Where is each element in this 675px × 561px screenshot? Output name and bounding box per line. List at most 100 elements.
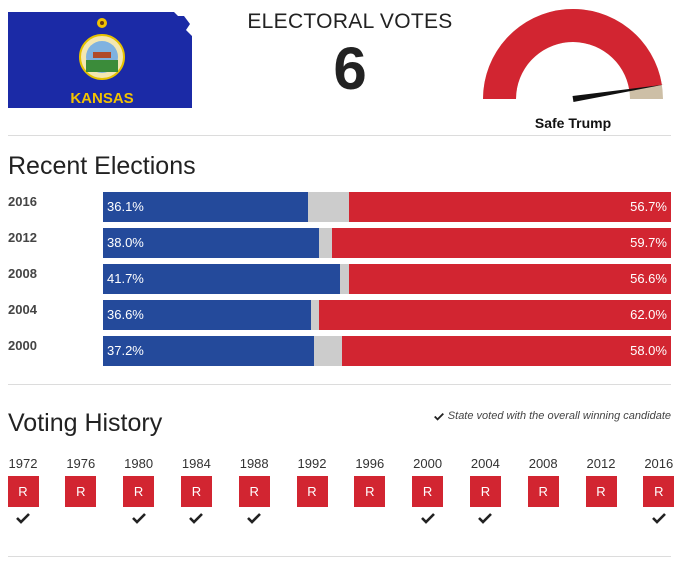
check-icon: [433, 412, 444, 421]
democrat-bar-segment: 41.7%: [103, 264, 340, 294]
election-row: 2016 36.1% 56.7%: [0, 192, 675, 222]
check-icon: [651, 513, 666, 524]
republican-percent: 59.7%: [630, 235, 667, 250]
history-year: 1976: [66, 456, 96, 471]
party-badge: R: [412, 476, 444, 507]
election-year: 2008: [8, 266, 37, 281]
gauge-needle-icon: [572, 84, 664, 102]
republican-percent: 56.7%: [630, 199, 667, 214]
election-row: 2000 37.2% 58.0%: [0, 336, 675, 366]
history-year-item: 1992 R: [295, 456, 329, 507]
other-bar-segment: [318, 228, 332, 258]
history-year: 2012: [586, 456, 616, 471]
ev-count: 6: [333, 35, 367, 102]
ev-title: ELECTORAL VOTES: [247, 10, 453, 33]
republican-bar-segment: 56.7%: [348, 192, 671, 222]
election-year: 2012: [8, 230, 37, 245]
party-badge: R: [585, 476, 617, 507]
history-year-item: 1996 R: [353, 456, 387, 507]
electoral-votes-block: ELECTORAL VOTES 6: [230, 10, 470, 102]
gauge-fill-arc: [483, 9, 662, 100]
party-badge: R: [65, 476, 97, 507]
divider: [8, 135, 671, 136]
republican-bar-segment: 58.0%: [341, 336, 671, 366]
republican-bar-segment: 59.7%: [331, 228, 671, 258]
history-note-text: State voted with the overall winning can…: [447, 410, 671, 422]
democrat-percent: 37.2%: [107, 343, 144, 358]
election-bar: 36.1% 56.7%: [103, 192, 671, 222]
rating-gauge: [483, 9, 664, 102]
check-icon: [16, 513, 30, 524]
party-badge: R: [180, 476, 212, 507]
election-year: 2004: [8, 302, 37, 317]
other-bar-segment: [308, 192, 349, 222]
check-icon: [131, 513, 146, 524]
party-badge: R: [7, 476, 39, 507]
party-badge: R: [469, 476, 501, 507]
history-year-item: 2000 R: [411, 456, 445, 524]
history-year-item: 1984 R: [179, 456, 213, 524]
democrat-percent: 36.6%: [107, 307, 144, 322]
party-badge: R: [354, 476, 386, 507]
recent-elections-title: Recent Elections: [8, 152, 196, 180]
election-row: 2004 36.6% 62.0%: [0, 300, 675, 330]
democrat-bar-segment: 36.6%: [103, 300, 311, 330]
history-year-item: 2012 R: [584, 456, 618, 507]
history-year: 2016: [644, 456, 674, 471]
election-bar: 37.2% 58.0%: [103, 336, 671, 366]
flag-text: KANSAS: [70, 90, 133, 107]
election-year: 2000: [8, 338, 37, 353]
republican-percent: 58.0%: [630, 343, 667, 358]
check-icon: [189, 513, 204, 524]
election-bar: 36.6% 62.0%: [103, 300, 671, 330]
republican-percent: 62.0%: [630, 307, 667, 322]
check-icon: [247, 513, 262, 524]
divider: [8, 384, 671, 385]
democrat-percent: 38.0%: [107, 235, 144, 250]
history-year: 2000: [413, 456, 443, 471]
democrat-bar-segment: 36.1%: [103, 192, 309, 222]
history-year-item: 1980 R: [122, 456, 156, 524]
election-row: 2012 38.0% 59.7%: [0, 228, 675, 258]
history-year-item: 2016 R: [642, 456, 675, 524]
republican-bar-segment: 56.6%: [349, 264, 671, 294]
other-bar-segment: [314, 336, 342, 366]
history-year: 1972: [8, 456, 38, 471]
rating-label: Safe Trump: [534, 115, 612, 131]
election-bar: 41.7% 56.6%: [103, 264, 671, 294]
history-year: 1996: [355, 456, 385, 471]
check-icon: [420, 513, 435, 524]
history-note: State voted with the overall winning can…: [433, 410, 671, 422]
democrat-bar-segment: 37.2%: [103, 336, 315, 366]
header: KANSAS ELECTORAL VOTES 6 Safe Trump: [0, 0, 675, 135]
history-year-item: 1976 R: [64, 456, 98, 507]
history-year: 1980: [124, 456, 154, 471]
history-year-item: 2004 R: [468, 456, 502, 524]
democrat-bar-segment: 38.0%: [103, 228, 319, 258]
history-year-item: 1988 R: [237, 456, 271, 524]
election-year: 2016: [8, 194, 37, 209]
party-badge: R: [643, 476, 675, 507]
party-badge: R: [527, 476, 559, 507]
history-year: 2004: [470, 456, 500, 471]
voting-history-title: Voting History: [8, 409, 163, 437]
election-bar: 38.0% 59.7%: [103, 228, 671, 258]
check-icon: [478, 513, 493, 524]
other-bar-segment: [339, 264, 350, 294]
divider: [8, 556, 671, 557]
democrat-percent: 36.1%: [107, 199, 144, 214]
kansas-flag-icon: KANSAS: [8, 12, 192, 108]
history-year: 1992: [297, 456, 327, 471]
history-year-item: 2008 R: [526, 456, 560, 507]
history-year: 2008: [528, 456, 558, 471]
history-year: 1988: [239, 456, 269, 471]
other-bar-segment: [310, 300, 319, 330]
party-badge: R: [123, 476, 155, 507]
democrat-percent: 41.7%: [107, 271, 144, 286]
republican-bar-segment: 62.0%: [318, 300, 671, 330]
history-year: 1984: [181, 456, 211, 471]
party-badge: R: [238, 476, 270, 507]
election-row: 2008 41.7% 56.6%: [0, 264, 675, 294]
history-year-item: 1972 R: [6, 456, 40, 524]
republican-percent: 56.6%: [630, 271, 667, 286]
